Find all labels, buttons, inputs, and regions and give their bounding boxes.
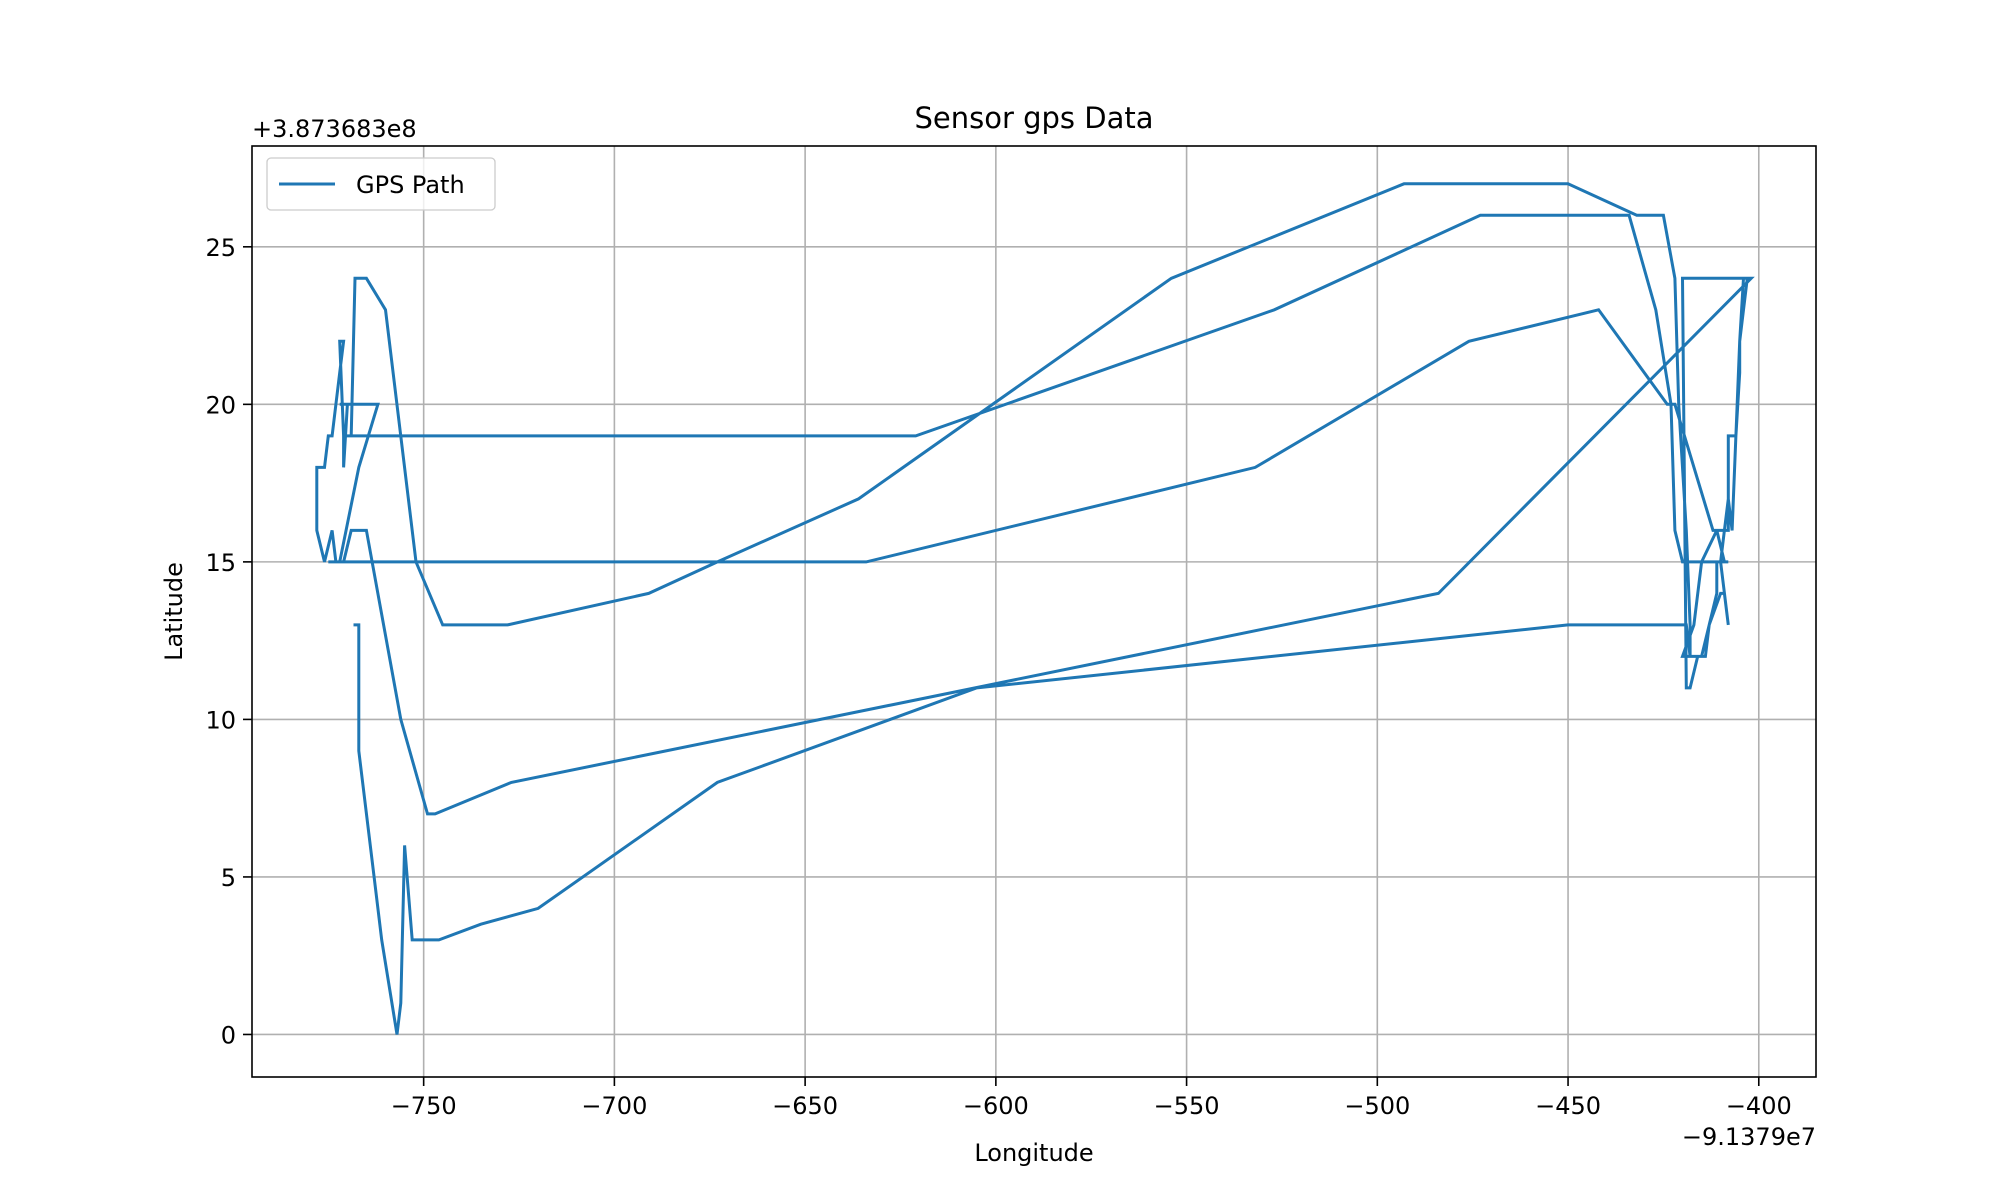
y-tick-label: 15	[205, 549, 236, 577]
axis-ticks: −750 −700 −650 −600 −550 −500 −450 −400 0 5 10 15 20…	[205, 234, 1791, 1120]
y-tick-label: 20	[205, 391, 236, 419]
x-tick-label: −550	[1154, 1092, 1220, 1120]
legend-label-gps-path: GPS Path	[356, 171, 465, 199]
y-tick-label: 0	[221, 1021, 236, 1049]
x-axis-offset-label: −9.1379e7	[1682, 1123, 1816, 1151]
grid-lines	[252, 146, 1816, 1077]
x-tick-label: −650	[772, 1092, 838, 1120]
data-layer	[315, 182, 1755, 1035]
legend: GPS Path	[266, 157, 496, 211]
x-tick-label: −450	[1535, 1092, 1601, 1120]
x-tick-label: −600	[963, 1092, 1029, 1120]
x-tick-label: −750	[391, 1092, 457, 1120]
chart-title: Sensor gps Data	[914, 101, 1153, 135]
plot-frame	[251, 145, 1817, 1078]
y-tick-label: 25	[205, 234, 236, 262]
x-tick-label: −700	[581, 1092, 647, 1120]
y-tick-label: 5	[221, 864, 236, 892]
y-tick-label: 10	[205, 706, 236, 734]
series-line-gps-path	[315, 182, 1755, 1035]
y-axis-label: Latitude	[160, 562, 188, 661]
x-tick-label: −400	[1726, 1092, 1792, 1120]
x-axis-label: Longitude	[974, 1139, 1093, 1167]
x-tick-label: −500	[1344, 1092, 1410, 1120]
legend-box	[266, 157, 496, 211]
y-axis-offset-label: +3.873683e8	[252, 115, 417, 143]
